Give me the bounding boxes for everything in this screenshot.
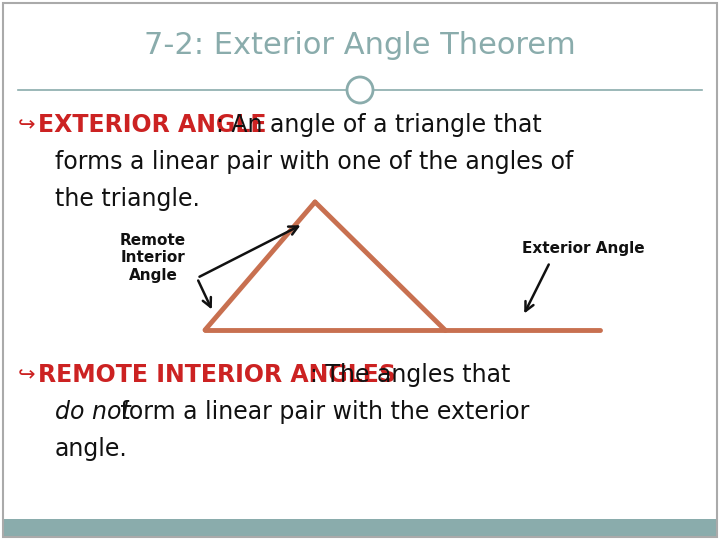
Text: REMOTE INTERIOR ANGLES: REMOTE INTERIOR ANGLES: [38, 363, 396, 387]
Text: 7-2: Exterior Angle Theorem: 7-2: Exterior Angle Theorem: [144, 30, 576, 59]
Text: Remote
Interior
Angle: Remote Interior Angle: [120, 233, 186, 283]
Text: ↪: ↪: [18, 115, 35, 135]
Text: form a linear pair with the exterior: form a linear pair with the exterior: [113, 400, 529, 424]
Text: EXTERIOR ANGLE: EXTERIOR ANGLE: [38, 113, 266, 137]
Circle shape: [347, 77, 373, 103]
Text: angle.: angle.: [55, 437, 127, 461]
Text: do not: do not: [55, 400, 131, 424]
Bar: [3, 519, 717, 537]
Text: the triangle.: the triangle.: [55, 187, 200, 211]
Text: : An angle of a triangle that: : An angle of a triangle that: [216, 113, 541, 137]
Text: forms a linear pair with one of the angles of: forms a linear pair with one of the angl…: [55, 150, 573, 174]
Text: Exterior Angle: Exterior Angle: [522, 240, 644, 255]
Text: : The angles that: : The angles that: [310, 363, 510, 387]
Text: ↪: ↪: [18, 365, 35, 385]
